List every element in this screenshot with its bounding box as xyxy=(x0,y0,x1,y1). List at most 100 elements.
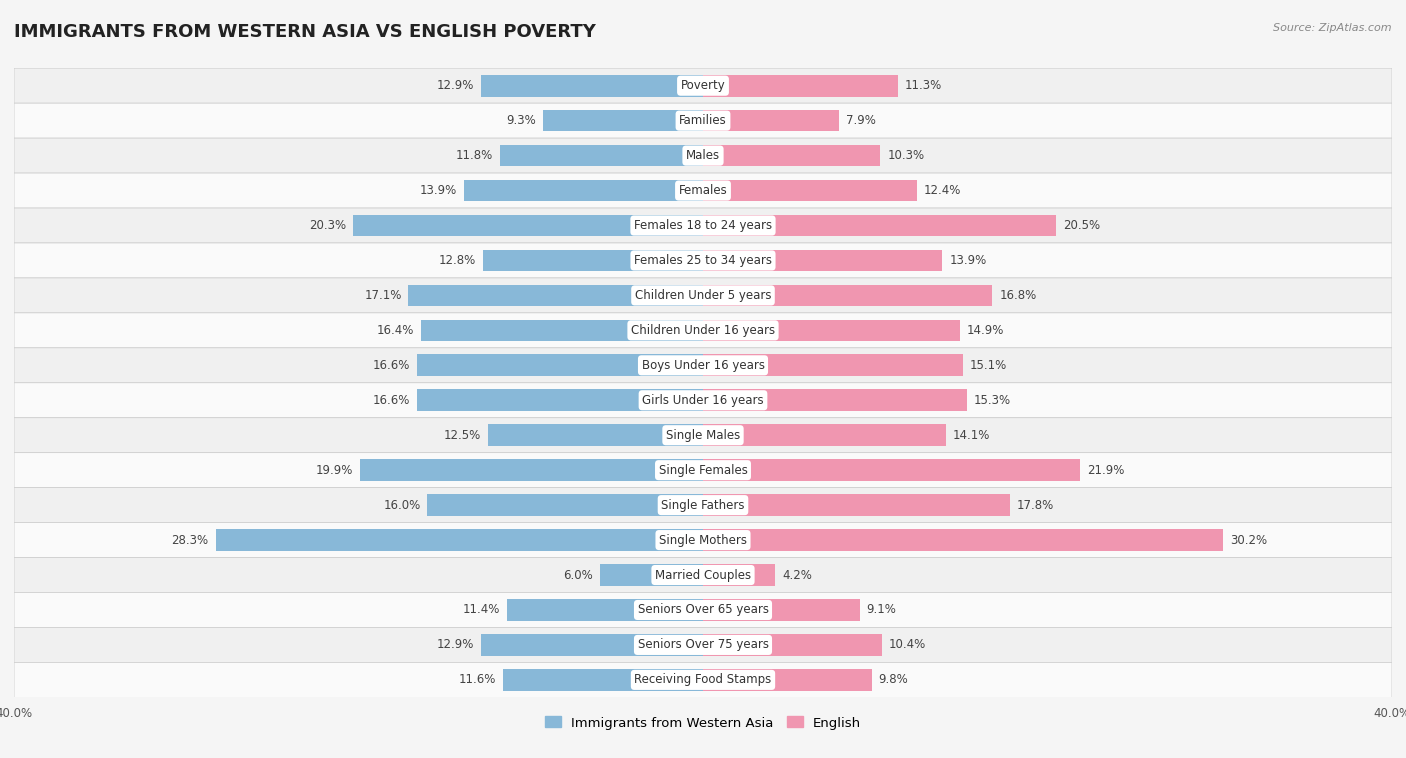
Text: 15.3%: 15.3% xyxy=(973,393,1011,407)
Text: 12.9%: 12.9% xyxy=(436,79,474,92)
Text: 16.6%: 16.6% xyxy=(373,393,411,407)
Text: 20.3%: 20.3% xyxy=(309,219,346,232)
Text: 19.9%: 19.9% xyxy=(316,464,353,477)
FancyBboxPatch shape xyxy=(14,138,1392,173)
Bar xyxy=(488,424,703,446)
Text: Seniors Over 75 years: Seniors Over 75 years xyxy=(637,638,769,651)
Bar xyxy=(360,459,703,481)
Text: 12.8%: 12.8% xyxy=(439,254,475,267)
Text: Source: ZipAtlas.com: Source: ZipAtlas.com xyxy=(1274,23,1392,33)
FancyBboxPatch shape xyxy=(14,487,1392,522)
Text: 9.3%: 9.3% xyxy=(506,114,536,127)
FancyBboxPatch shape xyxy=(14,418,1392,453)
Text: 14.9%: 14.9% xyxy=(966,324,1004,337)
Bar xyxy=(464,180,703,202)
Bar xyxy=(703,320,960,341)
Text: Married Couples: Married Couples xyxy=(655,568,751,581)
Bar xyxy=(543,110,703,131)
Text: 11.3%: 11.3% xyxy=(904,79,942,92)
Bar xyxy=(703,284,993,306)
Text: 16.8%: 16.8% xyxy=(1000,289,1036,302)
Text: Single Females: Single Females xyxy=(658,464,748,477)
Text: IMMIGRANTS FROM WESTERN ASIA VS ENGLISH POVERTY: IMMIGRANTS FROM WESTERN ASIA VS ENGLISH … xyxy=(14,23,596,41)
Text: 15.1%: 15.1% xyxy=(970,359,1007,372)
Bar xyxy=(703,110,839,131)
Bar xyxy=(499,145,703,167)
Bar xyxy=(703,529,1223,551)
Text: 6.0%: 6.0% xyxy=(562,568,593,581)
Text: 14.1%: 14.1% xyxy=(953,429,990,442)
Bar xyxy=(703,599,859,621)
Bar xyxy=(482,249,703,271)
Bar xyxy=(353,215,703,236)
Bar xyxy=(703,215,1056,236)
Text: Families: Families xyxy=(679,114,727,127)
Bar xyxy=(418,355,703,376)
Text: 11.8%: 11.8% xyxy=(456,149,494,162)
Text: 4.2%: 4.2% xyxy=(782,568,813,581)
Text: Females: Females xyxy=(679,184,727,197)
Bar xyxy=(703,669,872,691)
Text: 20.5%: 20.5% xyxy=(1063,219,1099,232)
FancyBboxPatch shape xyxy=(14,383,1392,418)
FancyBboxPatch shape xyxy=(14,558,1392,593)
FancyBboxPatch shape xyxy=(14,453,1392,487)
Bar xyxy=(703,390,966,411)
Text: 21.9%: 21.9% xyxy=(1087,464,1125,477)
Text: Females 18 to 24 years: Females 18 to 24 years xyxy=(634,219,772,232)
Text: Single Fathers: Single Fathers xyxy=(661,499,745,512)
Text: 16.6%: 16.6% xyxy=(373,359,411,372)
Text: Poverty: Poverty xyxy=(681,79,725,92)
Text: 11.4%: 11.4% xyxy=(463,603,499,616)
Bar xyxy=(481,75,703,96)
FancyBboxPatch shape xyxy=(14,662,1392,697)
Bar xyxy=(703,459,1080,481)
Legend: Immigrants from Western Asia, English: Immigrants from Western Asia, English xyxy=(540,711,866,735)
Text: 12.5%: 12.5% xyxy=(443,429,481,442)
Text: 7.9%: 7.9% xyxy=(846,114,876,127)
Bar xyxy=(703,355,963,376)
Bar xyxy=(418,390,703,411)
Text: Males: Males xyxy=(686,149,720,162)
FancyBboxPatch shape xyxy=(14,173,1392,208)
Text: Single Mothers: Single Mothers xyxy=(659,534,747,547)
Text: 10.4%: 10.4% xyxy=(889,638,927,651)
Bar xyxy=(481,634,703,656)
FancyBboxPatch shape xyxy=(14,522,1392,558)
Bar xyxy=(420,320,703,341)
Bar xyxy=(503,669,703,691)
Text: Children Under 16 years: Children Under 16 years xyxy=(631,324,775,337)
Bar xyxy=(599,564,703,586)
Text: 10.3%: 10.3% xyxy=(887,149,924,162)
Bar xyxy=(703,180,917,202)
Text: 28.3%: 28.3% xyxy=(172,534,208,547)
Text: Receiving Food Stamps: Receiving Food Stamps xyxy=(634,673,772,687)
Text: 16.4%: 16.4% xyxy=(377,324,413,337)
FancyBboxPatch shape xyxy=(14,348,1392,383)
FancyBboxPatch shape xyxy=(14,243,1392,278)
Text: 12.9%: 12.9% xyxy=(436,638,474,651)
Text: 17.1%: 17.1% xyxy=(364,289,402,302)
Bar xyxy=(703,634,882,656)
Text: Girls Under 16 years: Girls Under 16 years xyxy=(643,393,763,407)
Text: 16.0%: 16.0% xyxy=(384,499,420,512)
FancyBboxPatch shape xyxy=(14,313,1392,348)
FancyBboxPatch shape xyxy=(14,628,1392,662)
FancyBboxPatch shape xyxy=(14,208,1392,243)
Text: Seniors Over 65 years: Seniors Over 65 years xyxy=(637,603,769,616)
Text: Boys Under 16 years: Boys Under 16 years xyxy=(641,359,765,372)
Text: 12.4%: 12.4% xyxy=(924,184,960,197)
FancyBboxPatch shape xyxy=(14,68,1392,103)
Text: Children Under 5 years: Children Under 5 years xyxy=(634,289,772,302)
Text: Females 25 to 34 years: Females 25 to 34 years xyxy=(634,254,772,267)
Bar xyxy=(409,284,703,306)
Bar xyxy=(703,145,880,167)
FancyBboxPatch shape xyxy=(14,278,1392,313)
Text: 9.1%: 9.1% xyxy=(866,603,897,616)
Text: Single Males: Single Males xyxy=(666,429,740,442)
Text: 13.9%: 13.9% xyxy=(419,184,457,197)
Bar xyxy=(703,494,1010,516)
Bar xyxy=(215,529,703,551)
Bar xyxy=(703,249,942,271)
Text: 30.2%: 30.2% xyxy=(1230,534,1267,547)
